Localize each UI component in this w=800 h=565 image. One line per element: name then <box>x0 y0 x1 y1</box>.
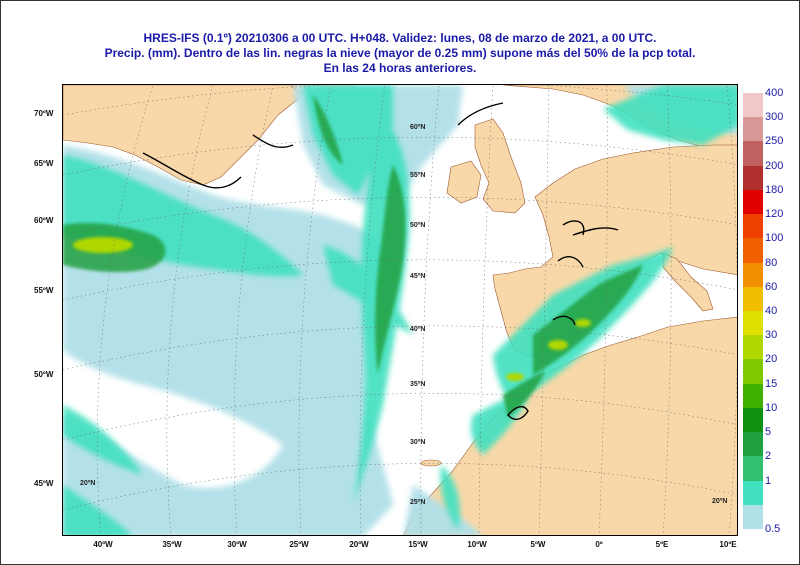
inner-lat-20n-west: 20ºN <box>80 480 96 487</box>
lat-label-left-1: 70ºW <box>34 109 54 118</box>
lon-label-7: 10ºW <box>467 540 487 549</box>
land-masses <box>63 85 737 535</box>
lon-label-11: 10ºE <box>719 540 737 549</box>
legend-swatch <box>743 165 763 190</box>
legend-label: 30 <box>765 329 778 342</box>
legend-label: 40 <box>765 305 778 317</box>
inner-lat-30n: 30ºN <box>410 439 426 446</box>
legend-swatch <box>743 407 763 433</box>
inner-lat-55n: 55ºN <box>410 172 426 179</box>
precip-legend <box>743 93 763 529</box>
legend-swatch <box>743 504 763 529</box>
legend-label: 180 <box>765 183 784 196</box>
legend-label: 120 <box>765 208 784 221</box>
canary-islands <box>420 459 442 467</box>
title-line-3: En las 24 horas anteriores. <box>323 61 477 75</box>
legend-label: 15 <box>765 377 778 390</box>
precip-peaks <box>73 237 591 381</box>
inner-lat-50n: 50ºN <box>410 222 426 229</box>
lat-label-left-2: 65ºW <box>34 159 54 168</box>
inner-lat-20n-east: 20ºN <box>712 498 728 505</box>
legend-label: 0.5 <box>765 523 781 535</box>
lat-label-left-6: 45ºW <box>34 479 54 488</box>
legend-label: 250 <box>765 135 784 148</box>
lat-label-left-4: 55ºW <box>34 286 54 295</box>
legend-swatch <box>743 335 763 360</box>
legend-swatch <box>743 93 763 118</box>
title-line-2: Precip. (mm). Dentro de las lin. negras … <box>104 46 696 60</box>
graticule <box>63 85 737 535</box>
title-line-1: HRES-IFS (0.1º) 20210306 a 00 UTC. H+048… <box>143 31 657 45</box>
legend-swatch <box>743 383 763 408</box>
legend-label: 100 <box>765 232 784 245</box>
map-canvas <box>63 85 737 535</box>
legend-label: 5 <box>765 426 772 439</box>
map-title: HRES-IFS (0.1º) 20210306 a 00 UTC. H+048… <box>0 31 800 76</box>
legend-swatch <box>743 141 763 166</box>
lon-label-3: 30ºW <box>227 540 247 549</box>
legend-swatch <box>743 311 763 336</box>
legend-label: 80 <box>765 256 778 269</box>
legend-label: 20 <box>765 353 778 366</box>
legend-swatch <box>743 359 763 384</box>
lon-label-10: 5ºE <box>655 540 669 549</box>
legend-swatch <box>743 117 763 142</box>
legend-swatch <box>743 262 763 287</box>
legend-swatch <box>743 238 763 263</box>
lon-label-6: 15ºW <box>408 540 428 549</box>
great-britain-land <box>474 118 526 214</box>
lon-label-9: 0º <box>595 540 603 549</box>
lon-label-5: 20ºW <box>349 540 369 549</box>
legend-label: 2 <box>765 450 772 463</box>
legend-label: 400 <box>765 87 784 99</box>
snow-contours <box>142 102 619 421</box>
legend-label: 60 <box>765 280 778 293</box>
inner-lat-60n: 60ºN <box>410 124 426 131</box>
inner-lat-25n: 25ºN <box>410 499 426 506</box>
lon-label-2: 35ºW <box>162 540 182 549</box>
legend-swatch <box>743 286 763 311</box>
legend-label: 200 <box>765 159 784 172</box>
legend-swatch <box>743 432 763 457</box>
legend-swatch <box>743 189 763 215</box>
inner-lat-35n: 35ºN <box>410 381 426 388</box>
legend-swatch <box>743 480 763 505</box>
legend-label: 1 <box>765 474 772 487</box>
lat-label-left-3: 60ºW <box>34 216 54 225</box>
ireland-land <box>446 160 482 204</box>
lon-label-4: 25ºW <box>289 540 309 549</box>
lat-label-left-5: 50ºW <box>34 370 54 379</box>
legend-label: 10 <box>765 401 778 414</box>
legend-swatch <box>743 214 763 239</box>
lon-label-8: 5ºW <box>530 540 546 549</box>
legend-label: 300 <box>765 111 784 124</box>
inner-lat-45n: 45ºN <box>410 273 426 280</box>
precipitation-map <box>62 84 738 536</box>
lon-label-1: 40ºW <box>93 540 113 549</box>
inner-lat-40n: 40ºN <box>410 326 426 333</box>
italy-land <box>662 252 714 312</box>
legend-swatch <box>743 456 763 481</box>
